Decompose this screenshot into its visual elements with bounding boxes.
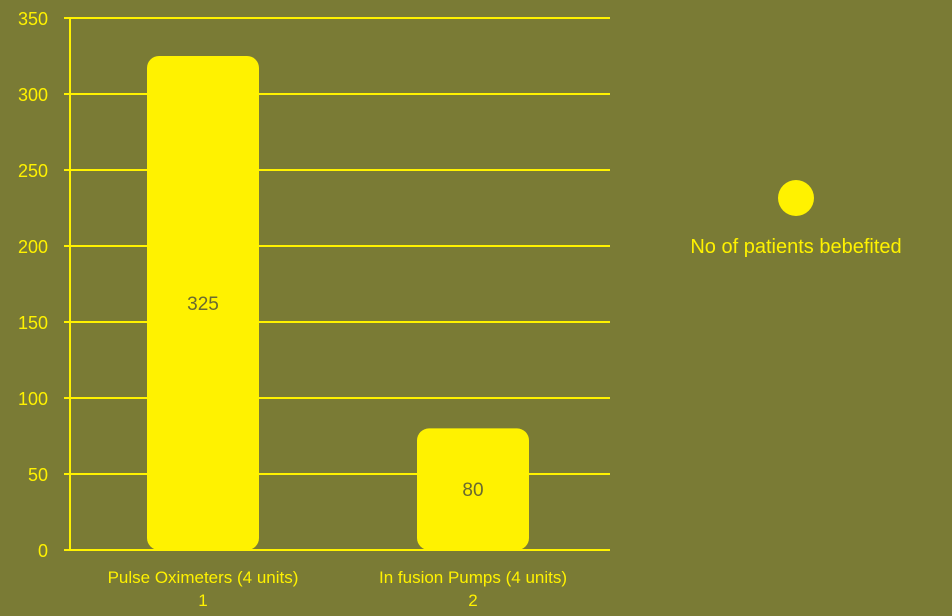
bar-2 — [417, 428, 529, 550]
legend-label: No of patients bebefited — [690, 236, 902, 258]
data-labels: 325 80 — [187, 294, 483, 501]
x-category-labels: Pulse Oximeters (4 units) 1 In fusion Pump… — [108, 568, 567, 610]
y-tick-label-250: 250 — [18, 161, 48, 181]
x-category-index-2: 2 — [468, 591, 477, 610]
x-category-index-1: 1 — [198, 591, 207, 610]
y-tick-label-150: 150 — [18, 313, 48, 333]
x-category-label-1: Pulse Oximeters (4 units) — [108, 568, 299, 587]
data-label-1: 325 — [187, 294, 219, 315]
y-tick-label-50: 50 — [28, 465, 48, 485]
legend-marker-circle-icon — [778, 180, 814, 216]
axes — [64, 17, 610, 551]
data-label-2: 80 — [462, 480, 483, 501]
legend: No of patients bebefited — [640, 180, 952, 259]
x-category-label-2: In fusion Pumps (4 units) — [379, 568, 567, 587]
y-tick-labels: 0 50 100 150 200 250 300 350 — [18, 9, 48, 561]
y-tick-label-200: 200 — [18, 237, 48, 257]
y-tick-label-0: 0 — [38, 541, 48, 561]
y-tick-label-100: 100 — [18, 389, 48, 409]
bar-1 — [147, 56, 259, 550]
y-tick-label-350: 350 — [18, 9, 48, 29]
bars — [147, 56, 529, 550]
y-tick-label-300: 300 — [18, 85, 48, 105]
